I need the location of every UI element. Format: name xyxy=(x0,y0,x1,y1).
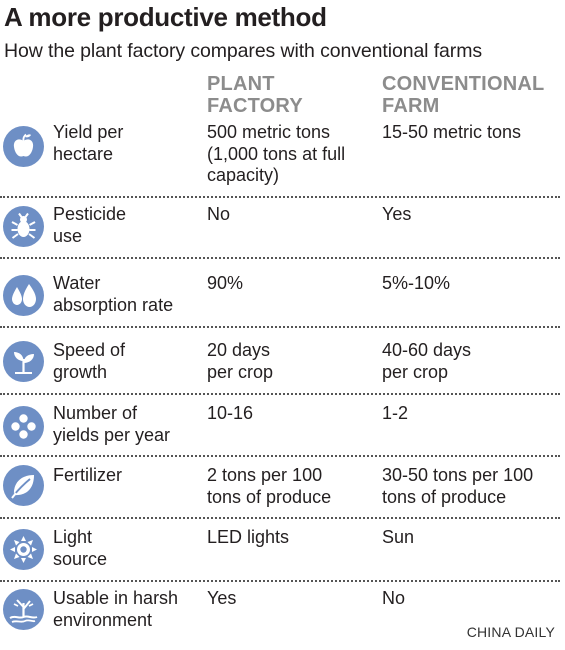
row-label: Usable in harsh environment xyxy=(53,588,203,631)
plant-factory-cell: 90% xyxy=(207,273,377,295)
plant-factory-cell: LED lights xyxy=(207,527,377,549)
sun-icon xyxy=(3,529,44,570)
row-label-line: environment xyxy=(53,609,153,630)
row-label-line: growth xyxy=(53,361,108,382)
conventional-farm-cell: 30-50 tons per 100 tons of produce xyxy=(382,465,562,508)
plant-factory-cell: Yes xyxy=(207,588,377,610)
column-header-line: FACTORY xyxy=(207,95,303,117)
cell-line: 40-60 days xyxy=(382,340,472,360)
cell-line: 90% xyxy=(207,273,244,293)
cell-line: Yes xyxy=(207,588,237,608)
cell-line: per crop xyxy=(382,361,449,382)
cell-line: 10-16 xyxy=(207,403,254,423)
column-header-line: FARM xyxy=(382,95,440,117)
row-label-line: Number of xyxy=(53,403,138,423)
plant-factory-cell: No xyxy=(207,204,377,226)
sprout-icon xyxy=(3,341,44,382)
cell-line: No xyxy=(207,204,231,224)
conventional-farm-cell: Yes xyxy=(382,204,562,226)
cell-line: No xyxy=(382,588,406,608)
conventional-farm-cell: No xyxy=(382,588,562,610)
plant-factory-cell: 500 metric tons (1,000 tons at full capa… xyxy=(207,122,377,187)
row-label: Fertilizer xyxy=(53,465,203,487)
conventional-farm-cell: 5%-10% xyxy=(382,273,562,295)
row-divider xyxy=(0,580,560,582)
cell-line: 5%-10% xyxy=(382,273,451,293)
cell-line: 15-50 metric tons xyxy=(382,122,522,142)
row-divider xyxy=(0,393,560,395)
row-divider xyxy=(0,455,560,457)
row-label-line: Light xyxy=(53,527,93,547)
source-credit: CHINA DAILY xyxy=(466,624,555,640)
dry-land-icon xyxy=(3,589,44,630)
row-label: Yield per hectare xyxy=(53,122,203,165)
circles-icon xyxy=(3,406,44,447)
row-label-line: Pesticide xyxy=(53,204,127,224)
cell-line: capacity) xyxy=(207,165,280,185)
cell-line: 1-2 xyxy=(382,403,409,423)
bug-icon xyxy=(3,206,44,247)
row-label: Pesticide use xyxy=(53,204,203,247)
row-divider xyxy=(0,517,560,519)
row-label-line: yields per year xyxy=(53,424,171,445)
row-label-line: use xyxy=(53,225,83,246)
row-label: Light source xyxy=(53,527,203,570)
cell-line: per crop xyxy=(207,361,274,382)
row-label-line: Water xyxy=(53,273,101,293)
row-label-line: Fertilizer xyxy=(53,465,123,485)
row-label-line: absorption rate xyxy=(53,294,174,315)
cell-line: tons of produce xyxy=(207,486,332,507)
page-subtitle: How the plant factory compares with conv… xyxy=(4,40,482,62)
cell-line: 30-50 tons per 100 xyxy=(382,465,534,485)
row-divider xyxy=(0,257,560,259)
cell-line: Yes xyxy=(382,204,412,224)
cell-line: 500 metric tons xyxy=(207,122,331,142)
row-label: Speed of growth xyxy=(53,340,203,383)
water-drops-icon xyxy=(3,275,44,316)
conventional-farm-cell: 40-60 days per crop xyxy=(382,340,562,383)
column-header-conventional-farm: CONVENTIONAL FARM xyxy=(382,73,562,117)
row-label: Water absorption rate xyxy=(53,273,203,316)
cell-line: 2 tons per 100 xyxy=(207,465,323,485)
conventional-farm-cell: 15-50 metric tons xyxy=(382,122,562,144)
row-label-line: Yield per xyxy=(53,122,124,142)
cell-line: tons of produce xyxy=(382,486,507,507)
conventional-farm-cell: Sun xyxy=(382,527,562,549)
row-label-line: source xyxy=(53,548,108,569)
plant-factory-cell: 20 days per crop xyxy=(207,340,377,383)
row-divider xyxy=(0,326,560,328)
plant-factory-cell: 2 tons per 100 tons of produce xyxy=(207,465,377,508)
column-header-plant-factory: PLANT FACTORY xyxy=(207,73,367,117)
column-header-line: PLANT xyxy=(207,73,275,95)
plant-factory-cell: 10-16 xyxy=(207,403,377,425)
cell-line: (1,000 tons at full xyxy=(207,143,346,164)
leaf-icon xyxy=(3,465,44,506)
row-divider xyxy=(0,196,560,198)
cell-line: 20 days xyxy=(207,340,271,360)
page-title: A more productive method xyxy=(4,2,327,32)
conventional-farm-cell: 1-2 xyxy=(382,403,562,425)
row-label: Number of yields per year xyxy=(53,403,203,446)
row-label-line: Speed of xyxy=(53,340,126,360)
apple-icon xyxy=(3,126,44,167)
column-header-line: CONVENTIONAL xyxy=(382,73,545,95)
row-label-line: hectare xyxy=(53,143,114,164)
cell-line: LED lights xyxy=(207,527,290,547)
row-label-line: Usable in harsh xyxy=(53,588,179,608)
cell-line: Sun xyxy=(382,527,415,547)
